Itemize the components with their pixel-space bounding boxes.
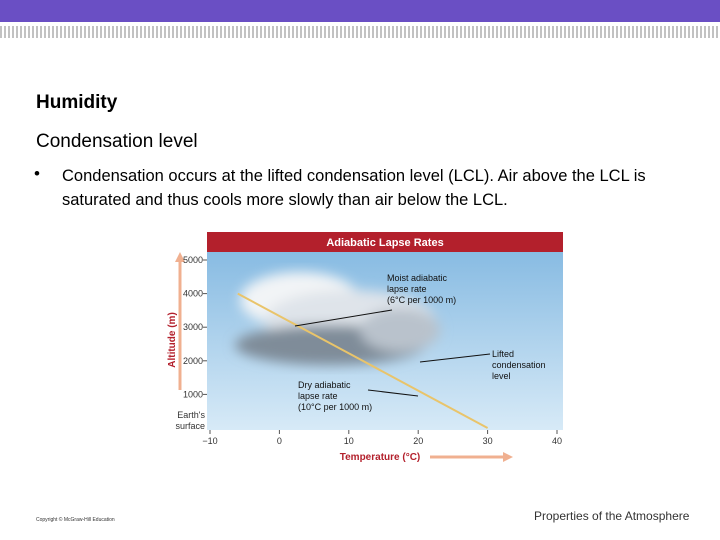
y-tick-label: 3000: [183, 322, 203, 332]
surface-label: Earth's: [177, 410, 205, 420]
moist-annotation: (6°C per 1000 m): [387, 295, 456, 305]
y-tick-label: 4000: [183, 289, 203, 299]
x-tick-label: 20: [413, 436, 423, 446]
y-arrow-head: [175, 252, 185, 262]
lcl-annotation: condensation: [492, 360, 546, 370]
x-tick-label: 30: [483, 436, 493, 446]
lapse-line: [237, 292, 489, 429]
y-tick-label: 2000: [183, 356, 203, 366]
x-tick-label: −10: [202, 436, 217, 446]
bullet-mark: •: [34, 164, 40, 183]
moist-pointer: [294, 309, 393, 327]
title: Humidity: [36, 92, 118, 113]
y-tick-label: 5000: [183, 255, 203, 265]
copyright: Copyright © McGraw-Hill Education: [36, 517, 115, 523]
figure-title: Adiabatic Lapse Rates: [326, 237, 443, 249]
subtitle: Condensation level: [36, 131, 198, 152]
x-tick-label: 40: [552, 436, 562, 446]
lcl-annotation: level: [492, 371, 511, 381]
dry-annotation: lapse rate: [298, 391, 338, 401]
lcl-pointer: [419, 353, 491, 363]
x-arrow-head: [503, 452, 513, 462]
x-tick-label: 10: [344, 436, 354, 446]
moist-annotation: Moist adiabatic: [387, 273, 448, 283]
dry-annotation: Dry adiabatic: [298, 380, 351, 390]
footer-topic: Properties of the Atmosphere: [534, 509, 690, 523]
dotted-strip: [0, 26, 720, 38]
lcl-annotation: Lifted: [492, 349, 514, 359]
cloud: [235, 272, 440, 365]
y-tick-label: 1000: [183, 389, 203, 399]
x-axis-label: Temperature (°C): [340, 452, 421, 463]
surface-label: surface: [175, 421, 205, 431]
y-axis-label: Altitude (m): [167, 312, 178, 368]
top-bar: [0, 0, 720, 22]
x-tick-label: 0: [277, 436, 282, 446]
moist-annotation: lapse rate: [387, 284, 427, 294]
dry-pointer: [367, 389, 419, 397]
dry-annotation: (10°C per 1000 m): [298, 402, 372, 412]
bullet-text: Condensation occurs at the lifted conden…: [62, 167, 646, 209]
figure-header: [207, 232, 563, 252]
